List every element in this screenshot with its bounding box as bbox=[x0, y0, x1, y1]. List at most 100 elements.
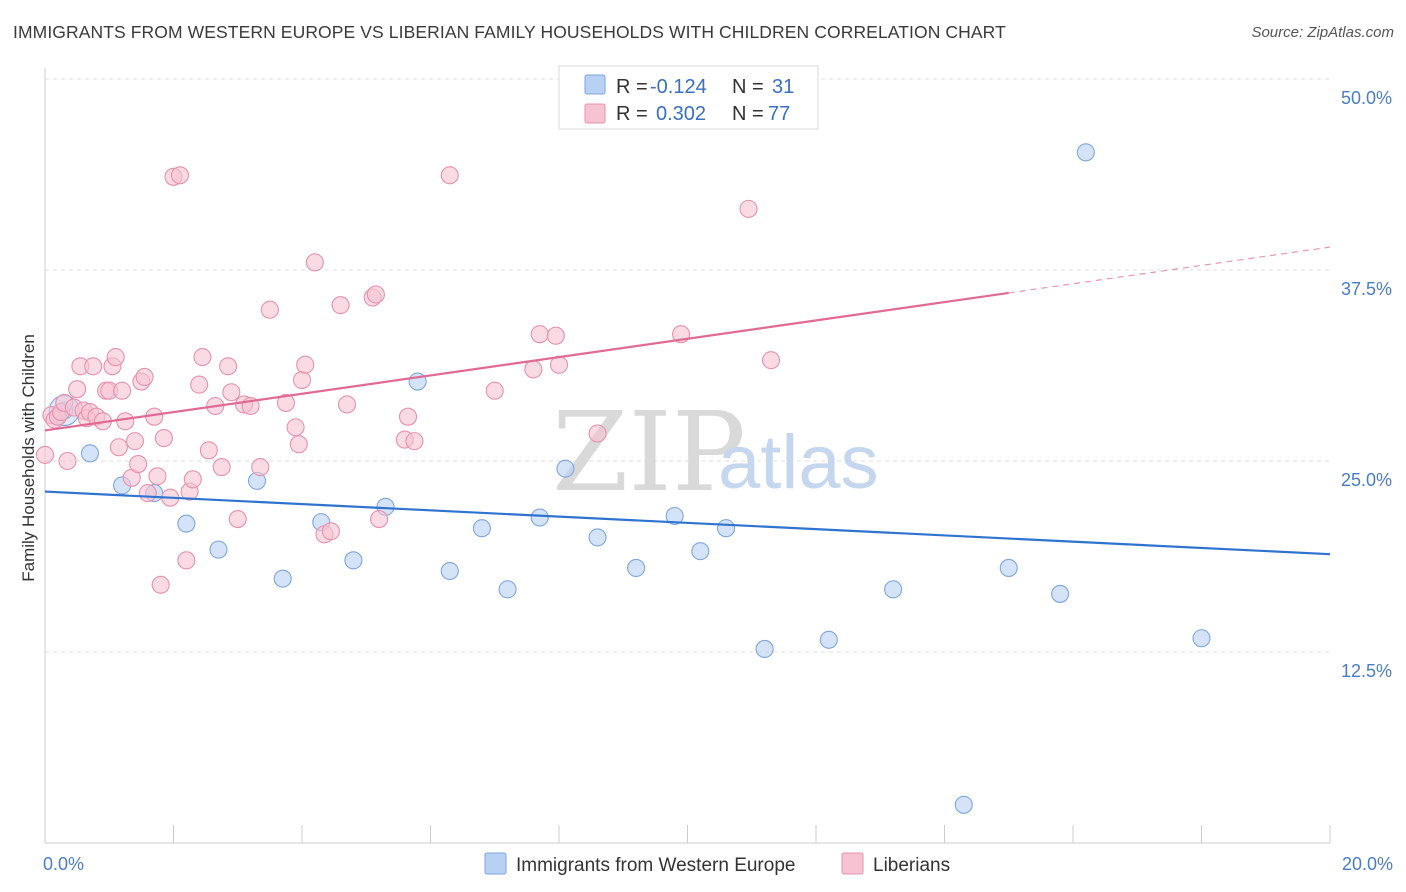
liberians-point-44 bbox=[219, 357, 238, 376]
liberians-point-49 bbox=[251, 458, 270, 477]
liberians-point-53 bbox=[289, 435, 308, 454]
liberians-point-45 bbox=[222, 383, 241, 402]
bottom-legend-swatch-blue bbox=[484, 852, 507, 875]
western-europe-point-9 bbox=[344, 551, 363, 570]
liberians-point-38 bbox=[183, 470, 202, 489]
y-tick-label-2: 37.5% bbox=[1341, 279, 1392, 299]
western-europe-point-29 bbox=[1076, 143, 1095, 162]
liberians-point-28 bbox=[138, 484, 157, 503]
bottom-legend-swatch-pink bbox=[841, 852, 864, 875]
liberians-point-40 bbox=[193, 348, 212, 367]
liberians-point-51 bbox=[276, 393, 295, 412]
western-europe-point-17 bbox=[588, 528, 607, 547]
trend-line-liberians bbox=[44, 291, 1009, 432]
watermark: ZIP atlas bbox=[552, 388, 879, 516]
grid-lines bbox=[45, 78, 1330, 653]
liberians-point-63 bbox=[370, 510, 389, 529]
liberians-point-39 bbox=[190, 375, 209, 394]
western-europe-point-16 bbox=[556, 459, 575, 478]
western-europe-point-24 bbox=[819, 630, 838, 649]
western-europe-point-13 bbox=[472, 519, 491, 538]
liberians-point-30 bbox=[148, 467, 167, 486]
y-axis-label: Family Households with Children bbox=[19, 334, 38, 582]
western-europe-point-18 bbox=[627, 558, 646, 578]
western-europe-point-27 bbox=[999, 558, 1018, 578]
liberians-point-21 bbox=[113, 381, 132, 400]
liberians-point-65 bbox=[398, 407, 418, 426]
liberians-point-58 bbox=[321, 522, 340, 541]
liberians-point-41 bbox=[199, 441, 218, 460]
liberians-point-27 bbox=[135, 367, 154, 387]
western-europe-point-20 bbox=[691, 542, 710, 561]
liberians-point-62 bbox=[366, 285, 385, 304]
liberians-point-22 bbox=[116, 412, 135, 431]
y-tick-label-1: 25.0% bbox=[1341, 470, 1392, 490]
legend-n-label-2: N = bbox=[732, 103, 764, 125]
liberians-point-35 bbox=[170, 166, 189, 185]
liberians-point-73 bbox=[588, 424, 607, 443]
western-europe-point-7 bbox=[273, 569, 292, 588]
western-europe-point-14 bbox=[498, 580, 517, 599]
source-credit: Source: ZipAtlas.com bbox=[1251, 24, 1394, 41]
western-europe-point-22 bbox=[755, 639, 774, 658]
liberians-point-31 bbox=[151, 575, 170, 594]
liberians-point-69 bbox=[524, 360, 543, 379]
liberians-point-20 bbox=[109, 438, 128, 457]
liberians-point-24 bbox=[125, 432, 144, 451]
liberians-point-60 bbox=[337, 395, 357, 414]
legend-r-label-1: R = bbox=[616, 76, 648, 98]
western-europe-point-30 bbox=[1192, 629, 1211, 648]
legend-n-label-1: N = bbox=[732, 76, 764, 98]
trend-lines bbox=[44, 246, 1331, 556]
bottom-legend-label-blue: Immigrants from Western Europe bbox=[516, 855, 795, 876]
x-tick-label-0: 0.0% bbox=[43, 854, 84, 874]
legend-r-value-2: 0.302 bbox=[656, 103, 706, 125]
liberians-point-75 bbox=[739, 199, 758, 218]
western-europe-point-4 bbox=[177, 514, 196, 533]
western-europe-point-1 bbox=[80, 444, 100, 463]
x-tick-label-1: 20.0% bbox=[1342, 854, 1393, 874]
western-europe-point-19 bbox=[665, 506, 684, 526]
liberians-point-43 bbox=[212, 458, 231, 477]
trend-line-western-europe bbox=[44, 490, 1331, 556]
liberians-point-36 bbox=[177, 551, 196, 570]
liberians-point-66 bbox=[405, 432, 424, 451]
western-europe-point-25 bbox=[884, 580, 903, 599]
watermark-zip: ZIP bbox=[552, 388, 746, 516]
western-europe-point-21 bbox=[716, 519, 736, 538]
watermark-atlas: atlas bbox=[718, 420, 879, 505]
liberians-point-56 bbox=[305, 253, 324, 272]
legend-n-value-1: 31 bbox=[772, 76, 794, 98]
liberians-point-6 bbox=[58, 451, 77, 471]
liberians-point-59 bbox=[331, 296, 350, 315]
western-europe-point-15 bbox=[530, 508, 549, 527]
liberians-point-46 bbox=[228, 510, 247, 529]
western-europe-point-28 bbox=[1051, 584, 1070, 603]
bottom-legend-label-pink: Liberians bbox=[873, 855, 950, 876]
liberians-point-68 bbox=[485, 381, 504, 400]
legend-box: R = -0.124 N = 31 R = 0.302 N = 77 bbox=[558, 65, 819, 130]
liberians-point-32 bbox=[154, 429, 173, 448]
liberians-point-70 bbox=[530, 325, 549, 344]
liberians-point-71 bbox=[546, 326, 565, 345]
liberians-point-55 bbox=[296, 355, 315, 374]
liberians-point-25 bbox=[129, 455, 148, 474]
y-tick-label-3: 50.0% bbox=[1341, 88, 1392, 108]
legend-r-label-2: R = bbox=[616, 103, 648, 125]
y-tick-labels: 12.5% 25.0% 37.5% 50.0% bbox=[1341, 88, 1392, 681]
liberians-point-8 bbox=[68, 380, 87, 399]
series-liberians bbox=[35, 166, 781, 594]
bottom-legend: Immigrants from Western Europe Liberians bbox=[484, 852, 950, 876]
liberians-point-0 bbox=[35, 445, 55, 464]
liberians-point-54 bbox=[292, 370, 312, 390]
liberians-point-52 bbox=[286, 418, 305, 437]
western-europe-point-5 bbox=[209, 540, 228, 559]
liberians-point-76 bbox=[761, 351, 781, 370]
chart-title: IMMIGRANTS FROM WESTERN EUROPE VS LIBERI… bbox=[13, 22, 1006, 42]
x-tick-labels: 0.0% 20.0% bbox=[43, 854, 1393, 874]
liberians-point-13 bbox=[84, 357, 103, 376]
liberians-point-50 bbox=[260, 300, 279, 319]
legend-swatch-blue bbox=[584, 74, 606, 95]
y-tick-label-0: 12.5% bbox=[1341, 661, 1392, 681]
